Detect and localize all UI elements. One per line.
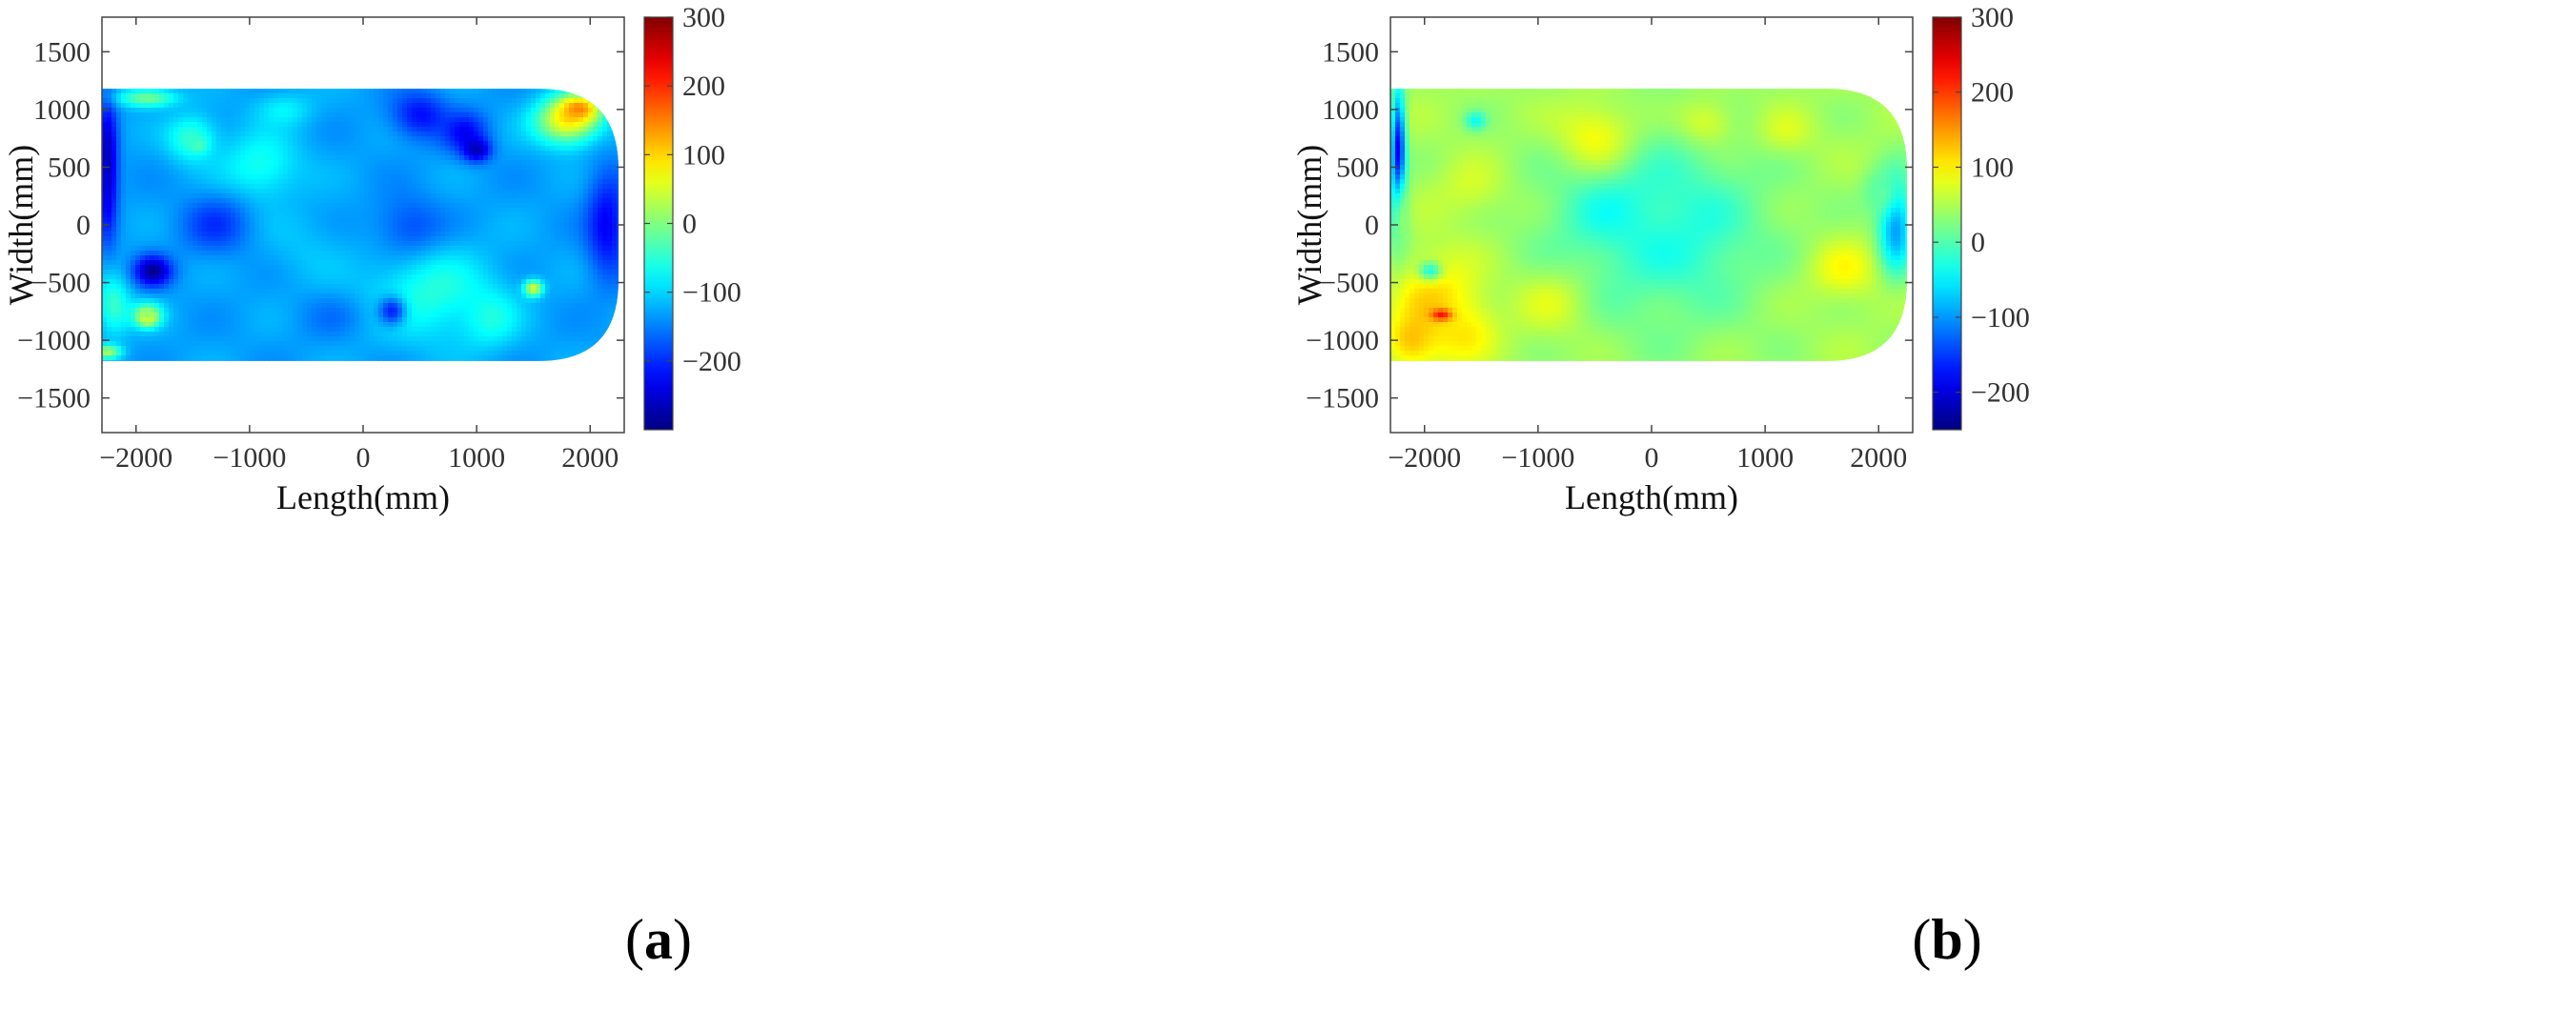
y-tick-label: −1500 xyxy=(1306,383,1379,414)
colorbar-tick-label: −200 xyxy=(1971,377,2030,409)
y-tick-label: −500 xyxy=(31,268,91,299)
x-tick-label: 0 xyxy=(356,442,371,474)
x-axis-title: Length(mm) xyxy=(276,478,450,516)
x-tick-label: 1000 xyxy=(448,442,505,474)
y-tick-label: 500 xyxy=(48,152,91,183)
heatmap-field xyxy=(1390,89,1908,361)
colorbar-tick-label: 0 xyxy=(682,209,697,240)
y-tick-label: 0 xyxy=(1365,210,1379,241)
y-tick-label: 1500 xyxy=(33,36,91,68)
y-axis-title: Width(mm) xyxy=(2,145,40,306)
colorbar-tick-label: 200 xyxy=(1971,77,2014,109)
panel-label-a: (a) xyxy=(625,908,692,971)
y-tick-label: −1500 xyxy=(17,383,91,414)
colorbar-tick-label: −100 xyxy=(682,277,741,309)
heatmap-field xyxy=(102,89,619,361)
y-tick-label: 1000 xyxy=(1322,94,1379,126)
x-tick-label: 2000 xyxy=(561,442,619,474)
colorbar-tick-label: −200 xyxy=(682,346,741,377)
y-axis-title: Width(mm) xyxy=(1290,145,1329,306)
y-tick-label: −1000 xyxy=(1306,325,1379,356)
x-tick-label: 2000 xyxy=(1850,442,1907,474)
colorbar-tick-label: 300 xyxy=(1971,2,2014,33)
chart-panel-b: −2000 −1000 0 1000 2000 −1500 −1000 −500 0 500 100… xyxy=(1288,0,2576,1010)
x-axis-title: Length(mm) xyxy=(1565,478,1738,516)
colorbar-tick-label: 0 xyxy=(1971,227,1985,258)
y-tick-label: 1500 xyxy=(1322,36,1379,68)
colorbar xyxy=(1932,16,1962,431)
x-tick-label: −1000 xyxy=(1501,442,1574,474)
panel-label-b: (b) xyxy=(1912,908,1982,971)
colorbar-tick-label: 200 xyxy=(682,71,725,102)
y-tick-label: −500 xyxy=(1320,268,1379,299)
x-tick-label: 0 xyxy=(1645,442,1659,474)
x-tick-label: −2000 xyxy=(1388,442,1461,474)
y-tick-label: 0 xyxy=(76,210,91,241)
colorbar-tick-label: 300 xyxy=(682,2,725,33)
chart-panel-a: −2000 −1000 0 1000 2000 −1500 −1000 −500 0 500 100… xyxy=(2,2,741,971)
chart-b-svg: −2000 −1000 0 1000 2000−1500−1000−5000500100… xyxy=(1290,2,2030,516)
colorbar-tick-label: −100 xyxy=(1971,302,2030,333)
y-tick-label: 500 xyxy=(1336,152,1379,183)
x-tick-label: 1000 xyxy=(1736,442,1794,474)
colorbar-tick-label: 100 xyxy=(682,139,725,171)
colorbar-tick-label: 100 xyxy=(1971,152,2014,183)
chart-a-svg: −2000 −1000 0 1000 2000−1500−1000−5000500100… xyxy=(2,2,741,516)
x-tick-label: −1000 xyxy=(213,442,286,474)
x-tick-label: −2000 xyxy=(99,442,172,474)
y-tick-label: −1000 xyxy=(17,325,91,356)
y-tick-label: 1000 xyxy=(33,94,91,126)
